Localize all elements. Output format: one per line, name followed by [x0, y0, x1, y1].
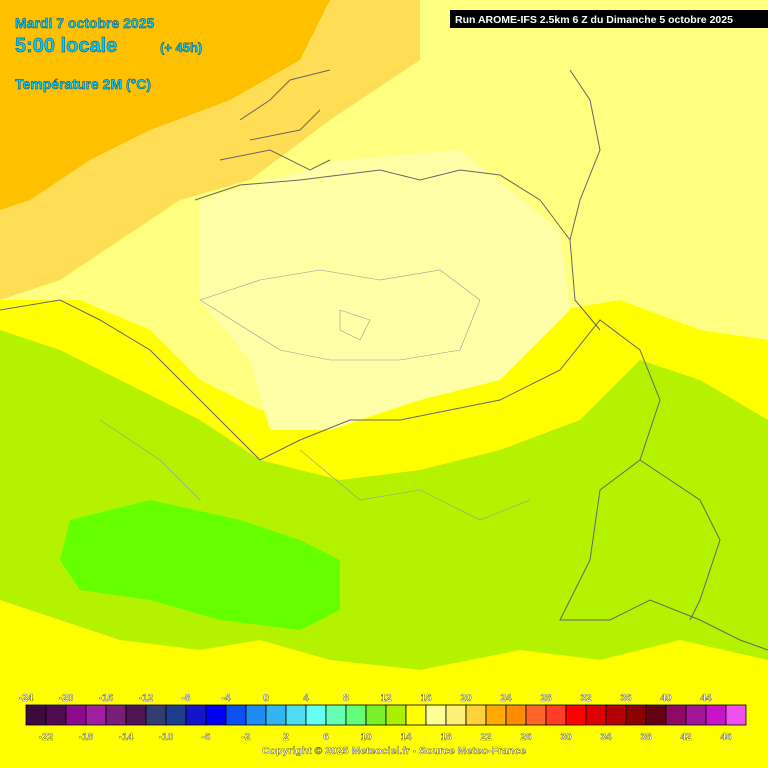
legend-tick-label: 14: [400, 732, 412, 743]
legend-tick-label: 6: [323, 732, 329, 743]
legend-tick-label: -14: [119, 732, 134, 743]
legend-tick-label: -4: [222, 693, 231, 704]
legend-swatch: [565, 704, 587, 726]
copyright: Copyright © 2025 Meteociel.fr - Source M…: [262, 745, 526, 757]
legend-swatch: [65, 704, 87, 726]
legend-swatch: [385, 704, 407, 726]
legend-swatch: [285, 704, 307, 726]
legend-tick-label: 16: [420, 693, 432, 704]
legend-tick-label: 42: [680, 732, 692, 743]
legend-swatch: [725, 704, 747, 726]
forecast-lead: (+ 45h): [160, 40, 202, 55]
legend-tick-label: -24: [19, 693, 34, 704]
legend-swatch: [685, 704, 707, 726]
region-boundary: [199, 269, 481, 361]
coastline: [219, 69, 331, 171]
temperature-zone: [0, 600, 768, 768]
legend-tick-label: 34: [600, 732, 612, 743]
legend-tick-label: 46: [720, 732, 732, 743]
legend-swatch: [405, 704, 427, 726]
legend-swatch: [185, 704, 207, 726]
legend-swatch: [225, 704, 247, 726]
legend-tick-label: 24: [500, 693, 512, 704]
legend-tick-label: 10: [360, 732, 372, 743]
legend-tick-label: 4: [303, 693, 309, 704]
forecast-time: 5:00 locale: [15, 35, 117, 57]
parameter-label: Température 2M (°C): [15, 76, 151, 92]
legend-swatch: [105, 704, 127, 726]
legend-tick-label: 22: [480, 732, 492, 743]
legend-swatch: [365, 704, 387, 726]
legend-tick-label: -8: [182, 693, 191, 704]
region-boundary: [99, 419, 531, 521]
legend-tick-label: 40: [660, 693, 672, 704]
legend-swatch: [125, 704, 147, 726]
legend-swatch: [485, 704, 507, 726]
legend-swatch: [345, 704, 367, 726]
run-banner: [450, 10, 768, 28]
legend-swatch: [305, 704, 327, 726]
legend-swatch: [325, 704, 347, 726]
forecast-date: Mardi 7 octobre 2025: [15, 15, 154, 31]
legend-tick-label: 28: [540, 693, 552, 704]
legend-swatch: [85, 704, 107, 726]
legend-tick-label: -6: [202, 732, 211, 743]
legend-tick-label: 30: [560, 732, 572, 743]
legend-swatch: [445, 704, 467, 726]
legend-swatch: [525, 704, 547, 726]
legend-tick-label: 36: [620, 693, 632, 704]
border: [639, 459, 721, 621]
legend-tick-label: -12: [139, 693, 154, 704]
legend-swatch: [545, 704, 567, 726]
legend-swatch: [145, 704, 167, 726]
legend-tick-label: 18: [440, 732, 452, 743]
legend-tick-label: 38: [640, 732, 652, 743]
temperature-zone: [60, 500, 340, 630]
legend-tick-label: -20: [59, 693, 74, 704]
border: [0, 299, 768, 651]
legend-swatch: [505, 704, 527, 726]
legend-tick-label: 20: [460, 693, 472, 704]
legend-tick-label: 44: [700, 693, 712, 704]
run-label: Run AROME-IFS 2.5km 6 Z du Dimanche 5 oc…: [455, 14, 733, 26]
legend-tick-label: -18: [79, 732, 94, 743]
legend-tick-label: 0: [263, 693, 269, 704]
legend-swatch: [585, 704, 607, 726]
legend-tick-label: -22: [39, 732, 54, 743]
legend-tick-label: 26: [520, 732, 532, 743]
color-legend: -24-22-20-18-16-14-12-10-8-6-4-202468101…: [19, 693, 747, 743]
legend-swatch: [245, 704, 267, 726]
legend-tick-label: 32: [580, 693, 592, 704]
legend-swatch: [645, 704, 667, 726]
legend-swatch: [45, 704, 67, 726]
legend-swatch: [425, 704, 447, 726]
legend-tick-label: -10: [159, 732, 174, 743]
legend-swatch: [265, 704, 287, 726]
legend-swatch: [705, 704, 727, 726]
legend-tick-label: 2: [283, 732, 289, 743]
border: [194, 169, 601, 331]
legend-swatch: [165, 704, 187, 726]
border: [569, 69, 601, 241]
sea-zone: [0, 0, 330, 210]
legend-swatch: [465, 704, 487, 726]
legend-swatch: [665, 704, 687, 726]
legend-swatch: [625, 704, 647, 726]
legend-swatch: [605, 704, 627, 726]
legend-swatch: [205, 704, 227, 726]
legend-tick-label: 12: [380, 693, 392, 704]
legend-tick-label: -2: [242, 732, 251, 743]
temperature-zone: [200, 150, 570, 430]
legend-tick-label: -16: [99, 693, 114, 704]
legend-tick-label: 8: [343, 693, 349, 704]
legend-swatch: [25, 704, 47, 726]
